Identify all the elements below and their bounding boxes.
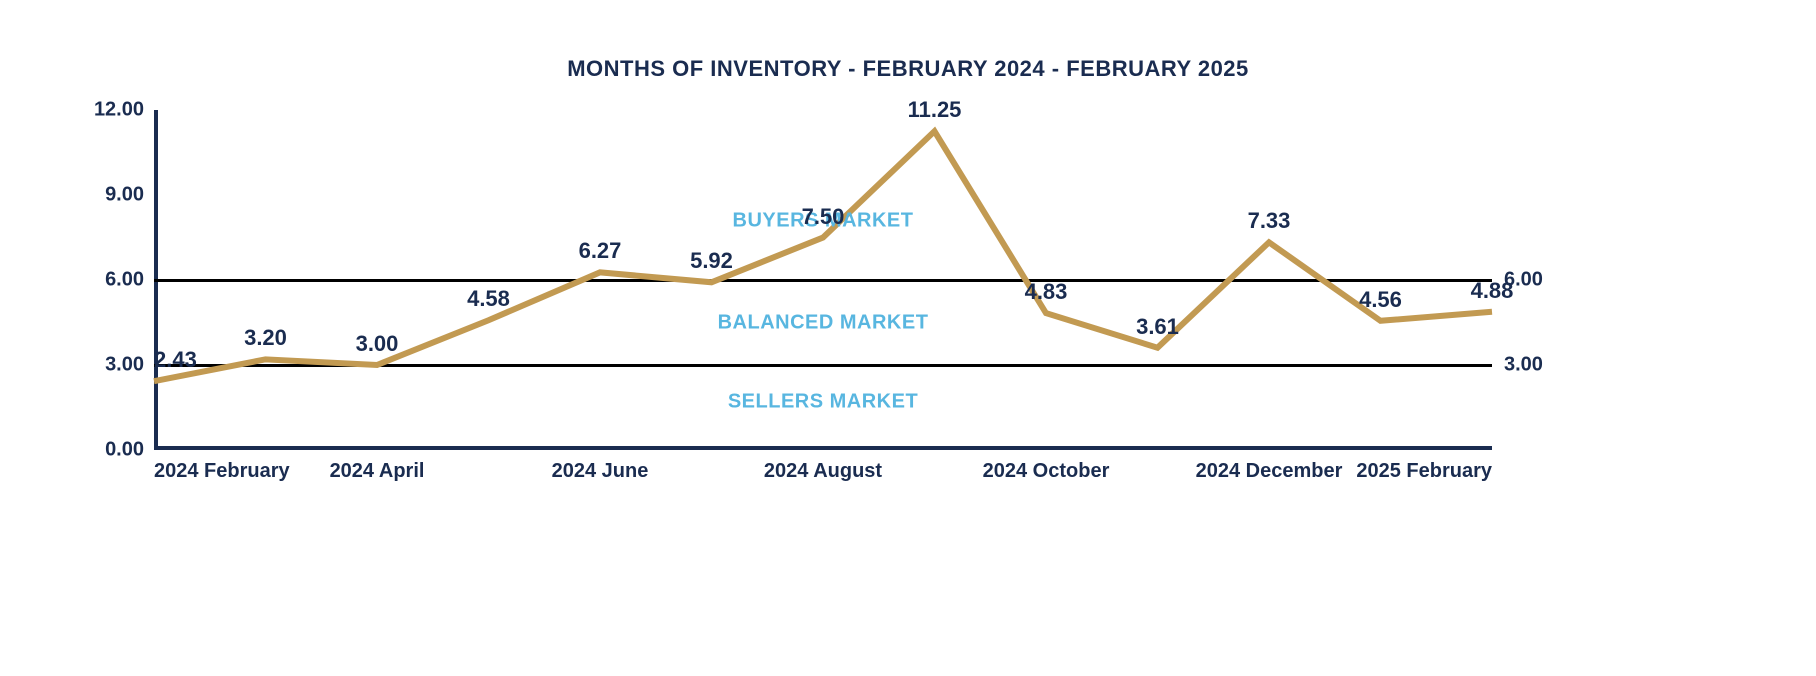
data-point-label: 3.61 xyxy=(1136,314,1179,340)
inventory-chart: MONTHS OF INVENTORY - FEBRUARY 2024 - FE… xyxy=(0,0,1816,676)
data-point-label: 7.33 xyxy=(1248,208,1291,234)
x-tick-label: 2025 February xyxy=(1356,460,1492,483)
x-tick-label: 2024 February xyxy=(154,460,290,483)
data-point-label: 11.25 xyxy=(908,97,962,123)
y-tick-label: 12.00 xyxy=(94,99,144,122)
region-label: SELLERS MARKET xyxy=(728,390,918,413)
chart-title: MONTHS OF INVENTORY - FEBRUARY 2024 - FE… xyxy=(0,56,1816,82)
data-point-label: 2.43 xyxy=(154,347,197,373)
x-tick-label: 2024 April xyxy=(330,460,425,483)
y-tick-label: 3.00 xyxy=(105,354,144,377)
region-label: BALANCED MARKET xyxy=(718,311,929,334)
data-point-label: 4.88 xyxy=(1471,278,1514,304)
data-point-label: 3.20 xyxy=(244,325,287,351)
data-point-label: 5.92 xyxy=(690,248,733,274)
data-point-label: 4.58 xyxy=(467,286,510,312)
x-tick-label: 2024 June xyxy=(552,460,649,483)
y-tick-label: 6.00 xyxy=(105,269,144,292)
x-tick-label: 2024 August xyxy=(764,460,882,483)
x-tick-label: 2024 December xyxy=(1196,460,1343,483)
data-point-label: 4.83 xyxy=(1025,279,1068,305)
data-point-label: 3.00 xyxy=(356,331,399,357)
data-point-label: 7.50 xyxy=(802,204,845,230)
y-tick-label: 0.00 xyxy=(105,439,144,462)
data-point-label: 6.27 xyxy=(579,238,622,264)
y-tick-label: 9.00 xyxy=(105,184,144,207)
x-tick-label: 2024 October xyxy=(983,460,1110,483)
data-point-label: 4.56 xyxy=(1359,287,1402,313)
reference-line-label: 3.00 xyxy=(1504,354,1543,377)
